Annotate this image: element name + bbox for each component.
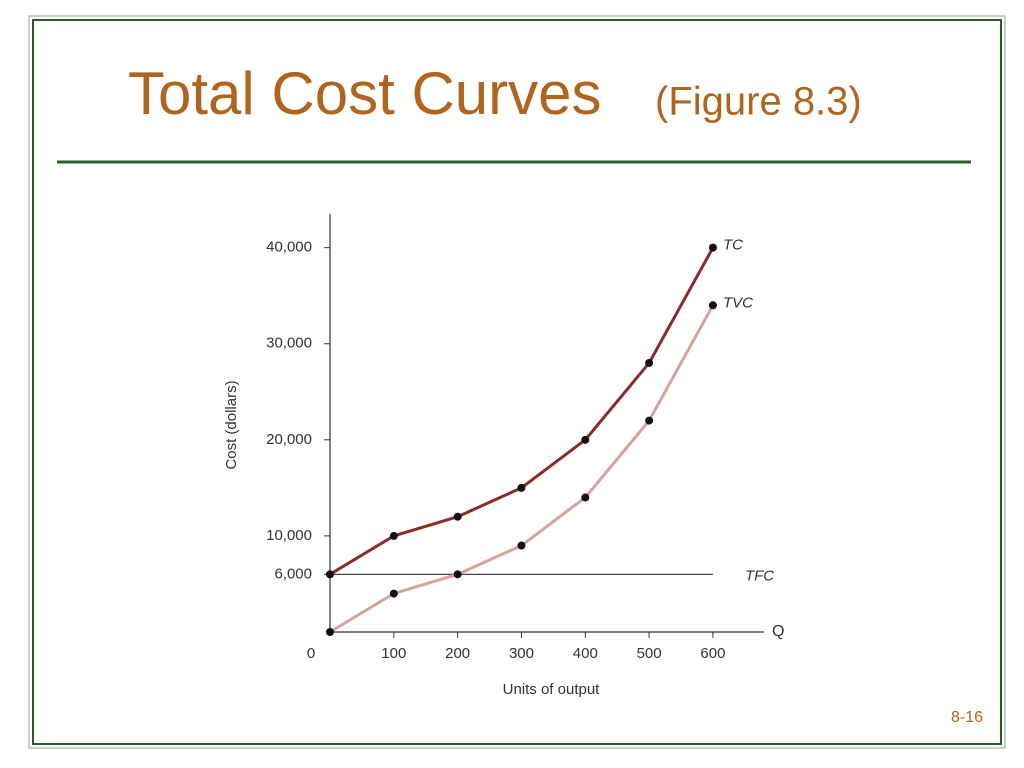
series-label: TVC (723, 294, 753, 311)
data-point (389, 531, 398, 540)
x-tick-label: 400 (573, 645, 598, 662)
slide-title: Total Cost Curves (128, 60, 602, 127)
y-tick-label: 10,000 (266, 527, 312, 544)
data-point (453, 570, 462, 579)
slide-border-outer (28, 15, 1006, 749)
series-label: TC (723, 237, 743, 254)
y-tick-label: 6,000 (274, 565, 312, 582)
y-tick-label: 30,000 (266, 335, 312, 352)
data-point (326, 628, 334, 636)
data-point (389, 589, 398, 598)
y-tick-label: 20,000 (266, 431, 312, 448)
slide-number: 8-16 (951, 709, 983, 726)
data-point (517, 541, 526, 550)
y-tick-label: 40,000 (266, 239, 312, 256)
x-tick-label: 300 (509, 645, 534, 662)
x-tick-label: 0 (307, 645, 315, 662)
x-tick-label: 500 (637, 645, 662, 662)
x-axis-label: Units of output (503, 681, 601, 698)
series-label: TFC (745, 567, 774, 584)
data-point (645, 358, 654, 367)
data-point (517, 483, 526, 492)
data-point (708, 301, 717, 310)
data-point (645, 416, 654, 425)
slide-subtitle: (Figure 8.3) (655, 80, 862, 124)
y-axis-label: Cost (dollars) (223, 380, 240, 469)
data-point (581, 493, 590, 502)
x-tick-label: 600 (700, 645, 725, 662)
data-point (453, 512, 462, 521)
x-axis-end-label: Q (772, 623, 784, 640)
x-tick-label: 100 (381, 645, 406, 662)
slide-border (32, 19, 1002, 745)
data-point (708, 243, 717, 252)
x-tick-label: 200 (445, 645, 470, 662)
data-point (326, 570, 334, 579)
data-point (581, 435, 590, 444)
